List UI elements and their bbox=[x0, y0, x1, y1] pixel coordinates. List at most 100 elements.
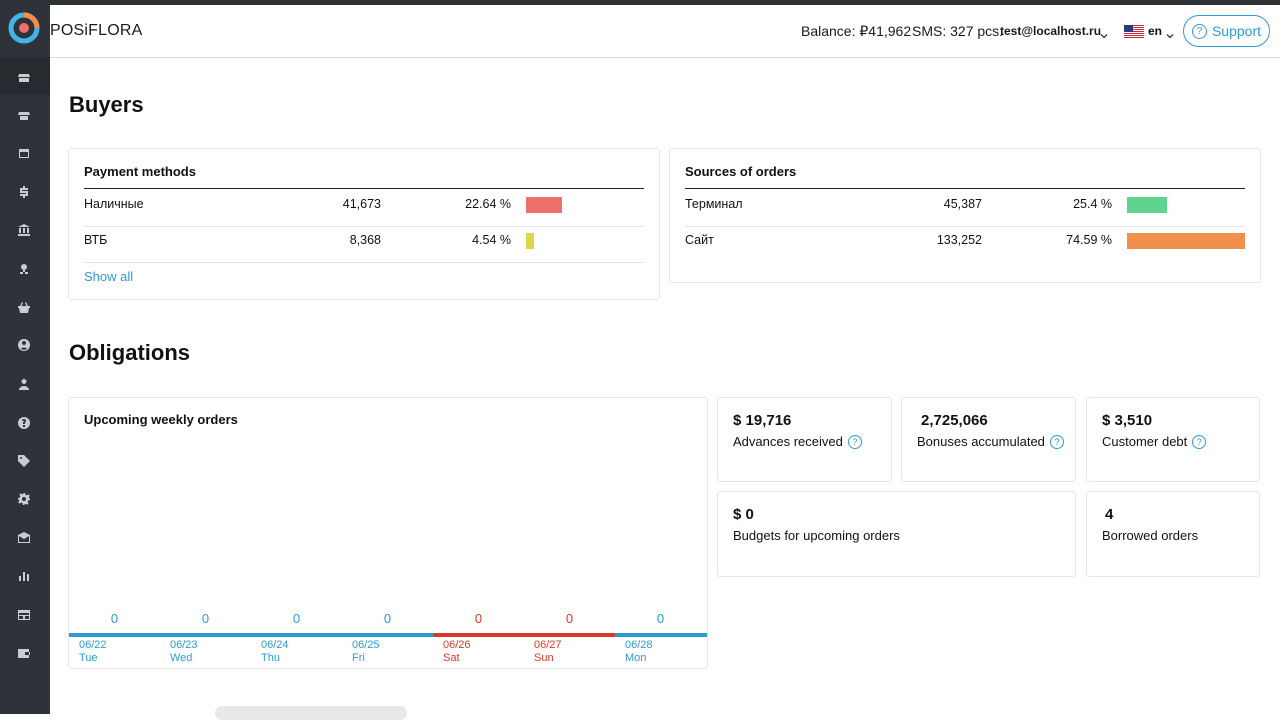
table-header-line bbox=[84, 188, 644, 189]
table-header-line bbox=[685, 188, 1245, 189]
row-name: Сайт bbox=[685, 233, 714, 247]
calendar-icon[interactable] bbox=[17, 146, 31, 160]
top-header: POSiFLORA Balance: ₽41,962 SMS: 327 pcs.… bbox=[50, 5, 1280, 58]
day-order-count: 0 bbox=[656, 611, 665, 626]
row-percent: 22.64 % bbox=[465, 197, 511, 211]
bonuses-accumulated-card: 2,725,066 Bonuses accumulated? bbox=[901, 397, 1076, 482]
day-date: 06/22 bbox=[79, 639, 107, 651]
day-order-count: 0 bbox=[201, 611, 210, 626]
day-label: 06/28 Mon bbox=[625, 639, 653, 665]
day-bar bbox=[251, 633, 342, 637]
borrowed-orders-value: 4 bbox=[1105, 506, 1114, 523]
share-bar bbox=[1127, 233, 1245, 249]
day-label: 06/23 Wed bbox=[170, 639, 198, 665]
sources-of-orders-card: Sources of orders Терминал 45,387 25.4 % Са… bbox=[669, 148, 1261, 283]
mail-icon[interactable] bbox=[17, 531, 31, 545]
day-order-count: 0 bbox=[292, 611, 301, 626]
budgets-upcoming-orders-label: Budgets for upcoming orders bbox=[733, 528, 900, 543]
row-percent: 25.4 % bbox=[1073, 197, 1112, 211]
day-weekday: Wed bbox=[170, 652, 193, 664]
buyers-heading: Buyers bbox=[69, 92, 144, 117]
day-bar bbox=[160, 633, 251, 637]
row-name: Терминал bbox=[685, 197, 743, 211]
help-icon[interactable]: ? bbox=[847, 434, 862, 449]
upcoming-weekly-orders-title: Upcoming weekly orders bbox=[84, 412, 238, 427]
user-menu-chevron-down-icon[interactable] bbox=[1100, 27, 1108, 39]
day-weekday: Thu bbox=[261, 652, 280, 664]
gear-icon[interactable] bbox=[17, 492, 31, 506]
bank-icon[interactable] bbox=[17, 223, 31, 237]
payment-methods-title: Payment methods bbox=[84, 164, 196, 179]
day-bar bbox=[342, 633, 433, 637]
brand-name: POSiFLORA bbox=[50, 22, 143, 39]
day-weekday: Sat bbox=[443, 652, 460, 664]
day-bar bbox=[69, 633, 160, 637]
language-selector[interactable]: en bbox=[1148, 24, 1163, 38]
chart-icon[interactable] bbox=[17, 569, 31, 583]
share-bar bbox=[526, 197, 562, 213]
day-label: 06/22 Tue bbox=[79, 639, 107, 665]
help-icon[interactable]: ? bbox=[1049, 434, 1064, 449]
posiflora-logo-icon bbox=[8, 12, 40, 44]
dollar-icon[interactable] bbox=[17, 185, 31, 199]
sidebar bbox=[0, 5, 50, 714]
borrowed-orders-label: Borrowed orders bbox=[1102, 528, 1199, 543]
day-weekday: Tue bbox=[79, 652, 98, 664]
shop-icon[interactable] bbox=[17, 108, 31, 122]
table-icon[interactable] bbox=[17, 608, 31, 622]
share-bar bbox=[1127, 197, 1167, 213]
row-percent: 4.54 % bbox=[472, 233, 511, 247]
help-icon[interactable] bbox=[17, 416, 31, 430]
day-label: 06/27 Sun bbox=[534, 639, 562, 665]
payment-methods-card: Payment methods Наличные 41,673 22.64 % ВТБ… bbox=[68, 148, 660, 300]
flower-icon[interactable] bbox=[17, 262, 31, 276]
advances-received-card: $ 19,716 Advances received? bbox=[717, 397, 892, 482]
day-weekday: Sun bbox=[534, 652, 554, 664]
day-bar bbox=[433, 633, 524, 637]
obligations-heading: Obligations bbox=[69, 340, 190, 365]
row-value: 133,252 bbox=[936, 233, 982, 247]
user-icon[interactable] bbox=[17, 377, 31, 391]
customer-debt-value: $ 3,510 bbox=[1102, 412, 1153, 429]
row-name: ВТБ bbox=[84, 233, 108, 247]
help-icon[interactable]: ? bbox=[1192, 434, 1207, 449]
basket-icon[interactable] bbox=[17, 300, 31, 314]
bonuses-accumulated-value: 2,725,066 bbox=[921, 412, 988, 429]
advances-received-label: Advances received bbox=[733, 434, 843, 449]
user-email[interactable]: test@localhost.ru bbox=[1000, 24, 1102, 38]
us-flag-icon[interactable] bbox=[1124, 25, 1144, 38]
balance-text: Balance: ₽41,962 bbox=[801, 23, 912, 39]
show-all-link[interactable]: Show all bbox=[84, 269, 134, 284]
budgets-upcoming-orders-card: $ 0 Budgets for upcoming orders bbox=[717, 491, 1076, 577]
sms-text: SMS: 327 pcs. bbox=[912, 23, 1004, 39]
question-icon: ? bbox=[1191, 23, 1207, 39]
day-label: 06/25 Fri bbox=[352, 639, 380, 665]
row-divider bbox=[685, 226, 1245, 227]
user-circle-icon[interactable] bbox=[17, 338, 31, 352]
row-name: Наличные bbox=[84, 197, 144, 211]
day-date: 06/27 bbox=[534, 639, 562, 651]
day-label: 06/26 Sat bbox=[443, 639, 471, 665]
row-value: 45,387 bbox=[943, 197, 982, 211]
day-order-count: 0 bbox=[474, 611, 483, 626]
support-button[interactable]: ? Support bbox=[1183, 15, 1270, 47]
wallet-icon[interactable] bbox=[17, 646, 31, 660]
tag-icon[interactable] bbox=[17, 454, 31, 468]
horizontal-scroll-thumb[interactable] bbox=[215, 706, 407, 720]
day-date: 06/23 bbox=[170, 639, 198, 651]
day-weekday: Fri bbox=[352, 652, 365, 664]
day-order-count: 0 bbox=[110, 611, 119, 626]
customer-debt-label: Customer debt bbox=[1102, 434, 1188, 449]
day-date: 06/25 bbox=[352, 639, 380, 651]
day-bar bbox=[524, 633, 615, 637]
row-value: 8,368 bbox=[349, 233, 381, 247]
store-icon[interactable] bbox=[17, 70, 31, 84]
day-label: 06/24 Thu bbox=[261, 639, 289, 665]
day-weekday: Mon bbox=[625, 652, 647, 664]
advances-received-value: $ 19,716 bbox=[733, 412, 792, 429]
day-order-count: 0 bbox=[383, 611, 392, 626]
day-order-count: 0 bbox=[565, 611, 574, 626]
budgets-upcoming-orders-value: $ 0 bbox=[733, 506, 754, 523]
borrowed-orders-card: 4 Borrowed orders bbox=[1086, 491, 1260, 577]
language-chevron-down-icon[interactable] bbox=[1166, 27, 1174, 39]
